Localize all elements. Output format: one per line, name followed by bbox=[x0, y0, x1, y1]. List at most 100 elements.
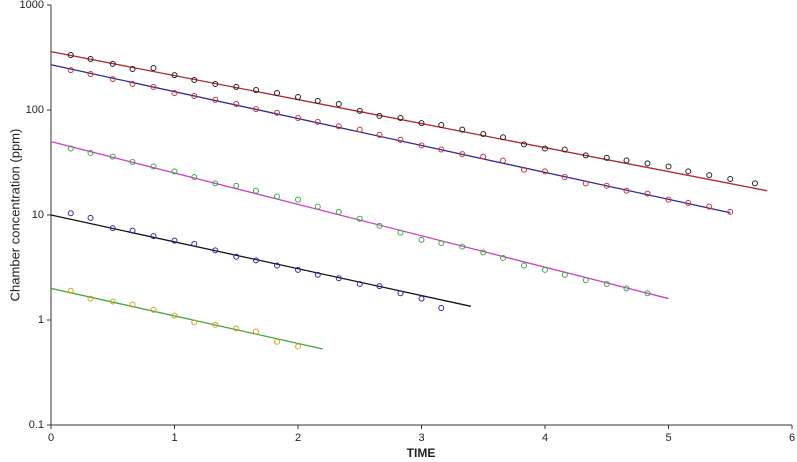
fit-line bbox=[50, 64, 731, 214]
data-point bbox=[150, 306, 157, 313]
data-point bbox=[438, 305, 445, 312]
data-point bbox=[274, 109, 281, 116]
data-point bbox=[314, 97, 321, 104]
data-point bbox=[129, 227, 136, 234]
data-point bbox=[295, 93, 301, 100]
data-point bbox=[459, 126, 466, 133]
data-point bbox=[376, 131, 383, 138]
data-point bbox=[109, 225, 116, 232]
data-point bbox=[397, 290, 404, 297]
data-point bbox=[67, 145, 74, 152]
data-point bbox=[67, 52, 74, 59]
data-point bbox=[212, 180, 219, 187]
data-point bbox=[376, 283, 383, 290]
data-point bbox=[233, 253, 240, 260]
data-point bbox=[623, 157, 630, 164]
data-point bbox=[480, 153, 487, 160]
data-point bbox=[109, 153, 116, 160]
data-point bbox=[295, 114, 301, 121]
x-tick-label: 6 bbox=[789, 432, 795, 444]
x-tick-label: 1 bbox=[171, 432, 177, 444]
y-tick-label: 0.1 bbox=[29, 419, 44, 431]
y-tick-label: 100 bbox=[26, 104, 44, 116]
data-point bbox=[233, 182, 240, 189]
fit-line bbox=[50, 287, 323, 350]
data-point bbox=[561, 174, 568, 181]
data-point bbox=[542, 266, 548, 273]
data-point bbox=[685, 200, 692, 207]
data-point bbox=[314, 118, 321, 125]
data-point bbox=[542, 145, 548, 152]
data-point bbox=[751, 180, 758, 187]
data-point bbox=[274, 90, 281, 97]
data-point bbox=[356, 215, 363, 222]
data-point bbox=[109, 60, 116, 67]
data-point bbox=[397, 114, 404, 121]
x-tick-label: 0 bbox=[48, 432, 54, 444]
data-point bbox=[87, 214, 94, 221]
data-point bbox=[150, 83, 157, 90]
data-point bbox=[87, 55, 94, 62]
data-point bbox=[171, 237, 178, 244]
y-tick-label: 1000 bbox=[20, 0, 44, 11]
data-point bbox=[356, 281, 363, 288]
data-point bbox=[665, 196, 672, 203]
fit-line bbox=[50, 140, 669, 300]
data-point bbox=[397, 229, 404, 236]
data-point bbox=[644, 190, 651, 197]
data-point bbox=[542, 168, 548, 175]
data-point bbox=[561, 271, 568, 278]
data-point bbox=[67, 67, 74, 74]
data-point bbox=[356, 126, 363, 133]
data-point bbox=[150, 163, 157, 170]
data-point bbox=[480, 249, 487, 256]
data-point bbox=[233, 101, 240, 108]
data-point bbox=[150, 65, 157, 72]
data-point bbox=[191, 319, 198, 326]
data-point bbox=[129, 65, 136, 72]
data-point bbox=[129, 80, 136, 87]
data-point bbox=[335, 101, 342, 108]
data-point bbox=[561, 146, 568, 153]
data-point bbox=[706, 172, 713, 179]
data-point bbox=[438, 146, 445, 153]
data-point bbox=[603, 154, 610, 161]
data-point bbox=[644, 160, 651, 167]
data-point bbox=[109, 76, 116, 83]
data-point bbox=[685, 168, 692, 175]
data-point bbox=[582, 277, 589, 284]
data-point bbox=[67, 210, 74, 217]
data-point bbox=[253, 106, 260, 113]
data-point bbox=[459, 243, 466, 250]
data-point bbox=[212, 247, 219, 254]
x-tick-label: 3 bbox=[418, 432, 424, 444]
data-point bbox=[376, 222, 383, 229]
data-point bbox=[87, 295, 94, 302]
data-point bbox=[212, 80, 219, 87]
data-point bbox=[233, 83, 240, 90]
data-point bbox=[212, 96, 219, 103]
data-point bbox=[274, 262, 281, 269]
data-point bbox=[438, 121, 445, 128]
data-point bbox=[480, 131, 487, 138]
data-point bbox=[87, 149, 94, 156]
data-point bbox=[129, 301, 136, 308]
data-point bbox=[727, 176, 734, 183]
data-point bbox=[274, 193, 281, 200]
data-point bbox=[418, 142, 425, 149]
data-point bbox=[191, 240, 198, 247]
y-tick-label: 1 bbox=[38, 314, 44, 326]
y-axis-label: Chamber concentration (ppm) bbox=[7, 129, 22, 302]
data-point bbox=[253, 187, 260, 194]
data-point bbox=[706, 203, 713, 210]
data-point bbox=[171, 72, 178, 79]
data-point bbox=[171, 90, 178, 97]
data-point bbox=[397, 136, 404, 143]
data-point bbox=[438, 240, 445, 247]
data-point bbox=[191, 77, 198, 84]
data-point bbox=[335, 208, 342, 215]
data-point bbox=[459, 151, 466, 158]
data-point bbox=[335, 275, 342, 282]
data-point bbox=[274, 338, 281, 345]
data-point bbox=[150, 233, 157, 240]
